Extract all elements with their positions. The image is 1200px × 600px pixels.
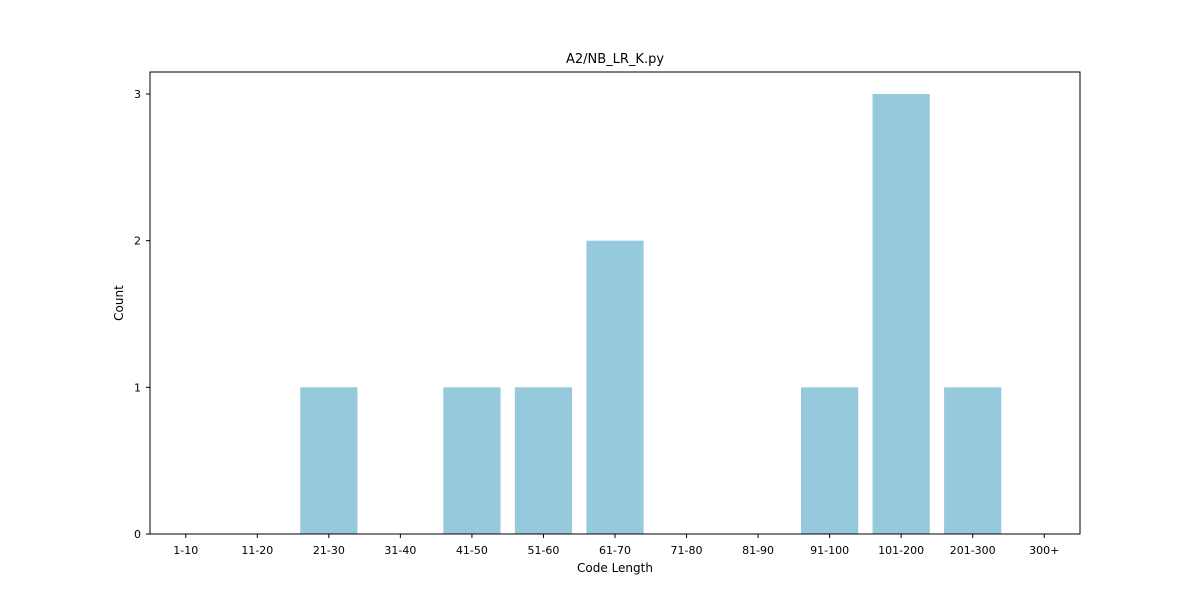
x-axis-label: Code Length: [577, 561, 653, 575]
y-axis-label: Count: [112, 285, 126, 321]
x-tick-label: 41-50: [456, 544, 488, 557]
y-tick-label: 2: [134, 235, 141, 248]
x-tick-label: 11-20: [241, 544, 273, 557]
x-tick-label: 31-40: [384, 544, 416, 557]
y-tick-label: 1: [134, 381, 141, 394]
bars-group: [300, 94, 1002, 534]
x-axis-ticks: 1-10 11-20 21-30 31-40 41-50 51-60 61-70 71-80 8…: [173, 534, 1059, 557]
bar-91-100: [801, 387, 859, 534]
chart-title: A2/NB_LR_K.py: [566, 52, 664, 67]
x-tick-label: 21-30: [313, 544, 345, 557]
x-tick-label: 91-100: [810, 544, 849, 557]
bar-201-300: [944, 387, 1002, 534]
x-tick-label: 71-80: [671, 544, 703, 557]
bar-51-60: [514, 387, 573, 534]
x-tick-label: 201-300: [950, 544, 996, 557]
bar-41-50: [443, 387, 501, 534]
plot-frame: [149, 71, 1081, 535]
bar-21-30: [300, 387, 358, 534]
x-tick-label: 300+: [1029, 544, 1059, 557]
x-tick-label: 101-200: [878, 544, 924, 557]
x-tick-label: 81-90: [742, 544, 774, 557]
bar-101-200: [872, 94, 930, 534]
bar-61-70: [586, 240, 644, 534]
y-tick-label: 3: [134, 88, 141, 101]
y-axis-ticks: 0 1 2 3: [134, 88, 150, 541]
x-tick-label: 51-60: [527, 544, 559, 557]
x-tick-label: 61-70: [599, 544, 631, 557]
x-tick-label: 1-10: [173, 544, 198, 557]
y-tick-label: 0: [134, 528, 141, 541]
